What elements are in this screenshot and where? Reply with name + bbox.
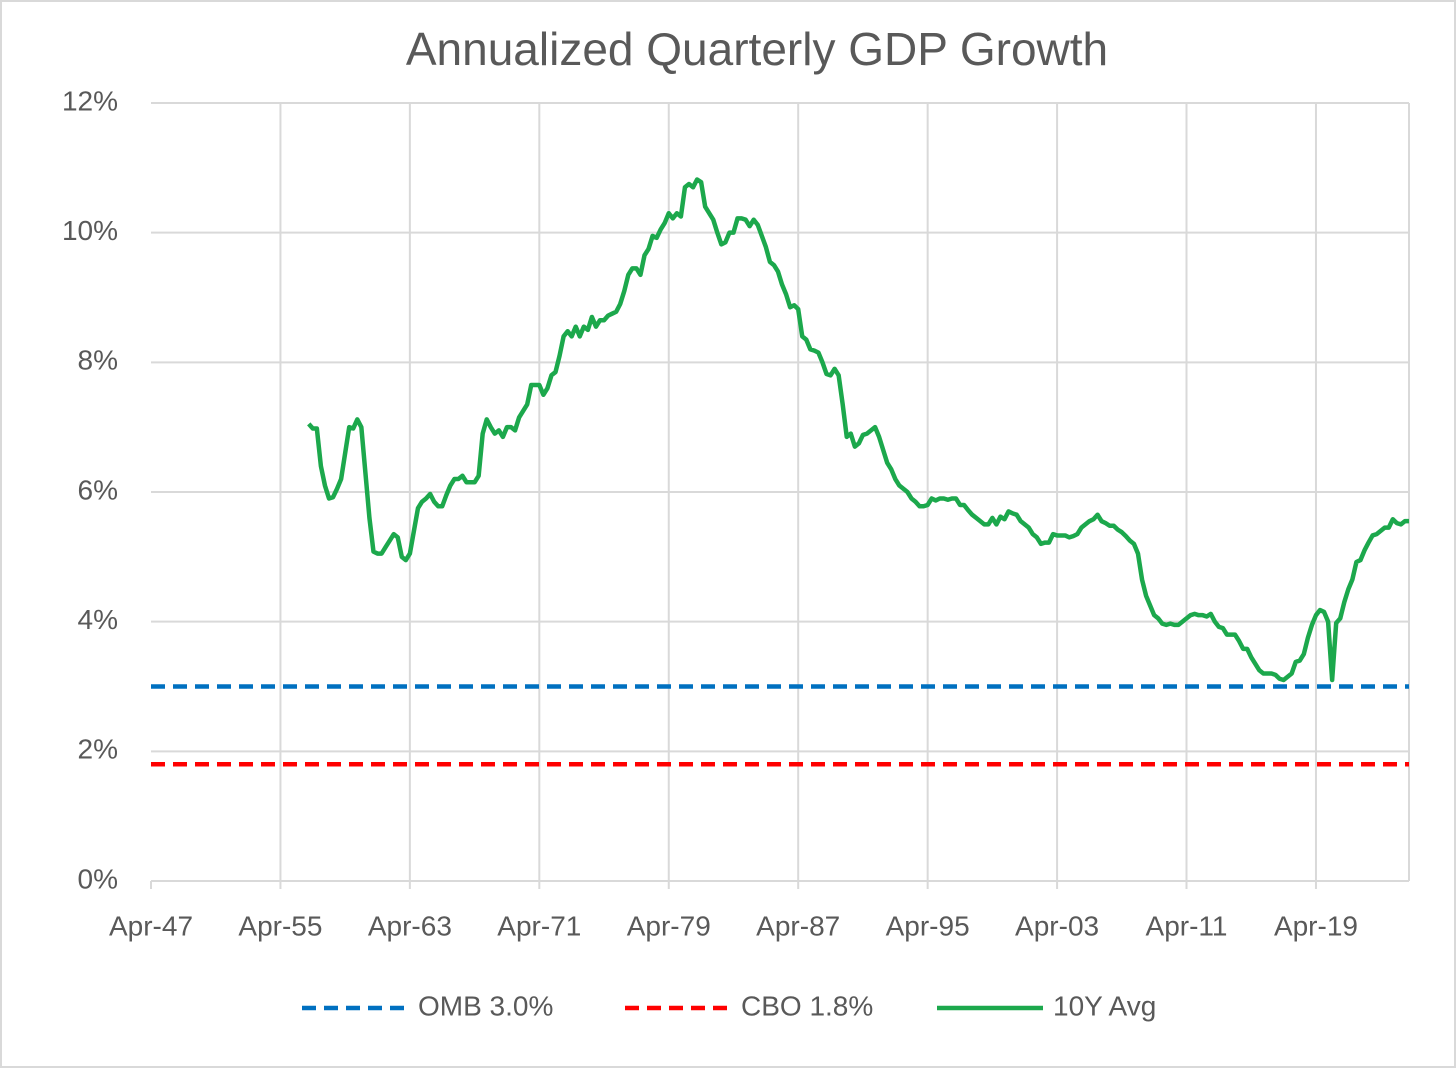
x-tick-label: Apr-47 xyxy=(109,910,193,941)
y-tick-label: 4% xyxy=(78,604,118,635)
y-tick-label: 8% xyxy=(78,345,118,376)
x-tick-label: Apr-55 xyxy=(238,910,322,941)
y-tick-label: 10% xyxy=(62,215,118,246)
chart-title: Annualized Quarterly GDP Growth xyxy=(406,23,1108,75)
y-tick-label: 0% xyxy=(78,863,118,894)
x-tick-label: Apr-11 xyxy=(1146,910,1228,941)
x-tick-label: Apr-03 xyxy=(1015,910,1099,941)
y-tick-label: 12% xyxy=(62,85,118,116)
y-tick-label: 6% xyxy=(78,474,118,505)
legend-label: 10Y Avg xyxy=(1053,990,1156,1021)
x-tick-label: Apr-71 xyxy=(497,910,581,941)
x-tick-label: Apr-19 xyxy=(1274,910,1358,941)
legend-label: OMB 3.0% xyxy=(418,990,553,1021)
x-tick-label: Apr-87 xyxy=(756,910,840,941)
x-tick-label: Apr-79 xyxy=(627,910,711,941)
y-tick-label: 2% xyxy=(78,734,118,765)
legend-label: CBO 1.8% xyxy=(741,990,873,1021)
x-tick-label: Apr-95 xyxy=(886,910,970,941)
x-tick-label: Apr-63 xyxy=(368,910,452,941)
series-line xyxy=(307,177,1409,683)
